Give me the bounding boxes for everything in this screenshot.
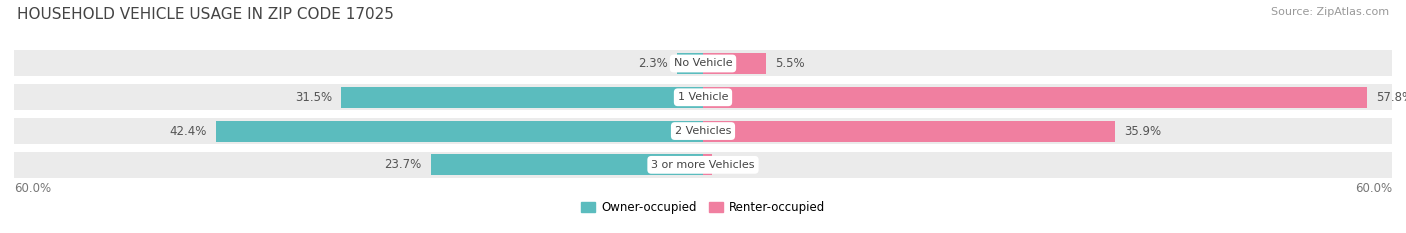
Text: Source: ZipAtlas.com: Source: ZipAtlas.com <box>1271 7 1389 17</box>
Text: 5.5%: 5.5% <box>775 57 806 70</box>
Bar <box>703 53 766 74</box>
Bar <box>676 53 703 74</box>
Text: 0.78%: 0.78% <box>721 158 758 171</box>
Text: 60.0%: 60.0% <box>1355 182 1392 195</box>
Text: 1 Vehicle: 1 Vehicle <box>678 92 728 102</box>
Text: No Vehicle: No Vehicle <box>673 58 733 69</box>
Text: 57.8%: 57.8% <box>1376 91 1406 104</box>
Bar <box>703 87 1367 108</box>
Bar <box>342 87 703 108</box>
Text: 42.4%: 42.4% <box>170 125 207 137</box>
Text: 2.3%: 2.3% <box>638 57 668 70</box>
Text: 2 Vehicles: 2 Vehicles <box>675 126 731 136</box>
Text: 3 or more Vehicles: 3 or more Vehicles <box>651 160 755 170</box>
Bar <box>14 51 1392 76</box>
Text: 35.9%: 35.9% <box>1125 125 1161 137</box>
Bar <box>14 118 1392 144</box>
Bar <box>14 84 1392 110</box>
Legend: Owner-occupied, Renter-occupied: Owner-occupied, Renter-occupied <box>576 197 830 219</box>
Bar <box>217 121 703 141</box>
Text: 23.7%: 23.7% <box>384 158 422 171</box>
Text: 60.0%: 60.0% <box>14 182 51 195</box>
Bar <box>703 121 1115 141</box>
Bar <box>14 152 1392 178</box>
Bar <box>430 154 703 175</box>
Bar <box>703 154 711 175</box>
Text: 31.5%: 31.5% <box>295 91 332 104</box>
Text: HOUSEHOLD VEHICLE USAGE IN ZIP CODE 17025: HOUSEHOLD VEHICLE USAGE IN ZIP CODE 1702… <box>17 7 394 22</box>
